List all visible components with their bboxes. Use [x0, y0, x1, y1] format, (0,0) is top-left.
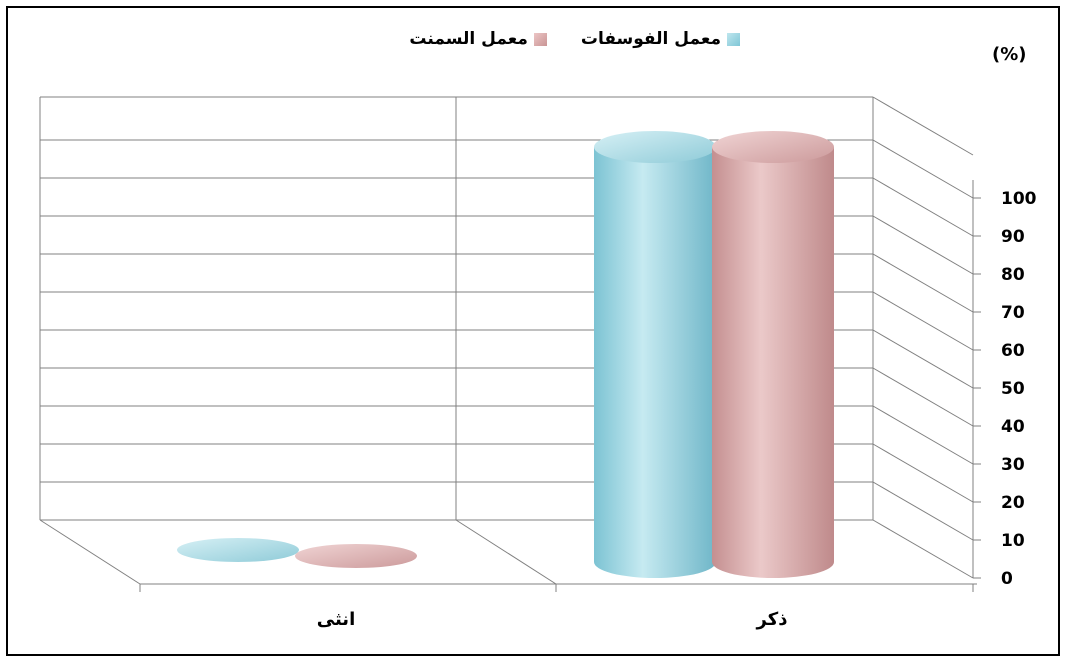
bar-phosphate — [177, 538, 299, 562]
side-gridline — [872, 405, 974, 465]
y-tick-label: 20 — [1001, 493, 1025, 513]
bar-top — [594, 131, 716, 163]
bar-disc — [295, 544, 417, 568]
side-gridline — [872, 443, 974, 503]
side-gridline — [872, 215, 974, 275]
y-tick-label: 30 — [1001, 455, 1025, 475]
legend-item-cement: معمل السمنت — [409, 29, 547, 49]
bar-cement — [712, 131, 834, 578]
x-category-label: ذكر — [756, 609, 788, 630]
side-gridline — [872, 291, 974, 351]
side-gridline — [872, 253, 974, 313]
bar-body — [594, 147, 716, 578]
bar-disc — [177, 538, 299, 562]
legend-item-phosphate: معمل الفوسفات — [581, 29, 740, 49]
legend-label-phosphate: معمل الفوسفات — [580, 29, 721, 49]
side-gridline — [872, 481, 974, 541]
floor-divider — [455, 519, 557, 585]
y-axis-unit: (%) — [992, 44, 1027, 65]
side-gridline — [872, 139, 974, 199]
floor-left-edge — [39, 519, 141, 585]
legend-swatch-phosphate — [727, 32, 740, 46]
bar-cement — [295, 544, 417, 568]
y-tick-label: 60 — [1001, 341, 1025, 361]
y-tick-label: 50 — [1001, 379, 1025, 399]
bar-top — [712, 131, 834, 163]
y-tick-label: 10 — [1001, 531, 1025, 551]
side-gridline — [872, 329, 974, 389]
side-gridline — [872, 519, 974, 579]
side-gridline — [872, 177, 974, 237]
y-tick-label: 70 — [1001, 303, 1025, 323]
side-wall-top — [872, 96, 974, 156]
y-tick-label: 100 — [1001, 189, 1037, 209]
legend-label-cement: معمل السمنت — [409, 29, 528, 49]
legend: معمل الفوسفات معمل السمنت — [340, 24, 740, 54]
side-gridline — [872, 367, 974, 427]
legend-swatch-cement — [533, 32, 547, 46]
y-tick-label: 40 — [1001, 417, 1025, 437]
y-tick-label: 0 — [1001, 569, 1013, 589]
y-tick-label: 90 — [1001, 227, 1025, 247]
bar-body — [712, 147, 834, 578]
bar-phosphate — [594, 131, 716, 578]
y-tick-label: 80 — [1001, 265, 1025, 285]
x-category-label: انثى — [317, 609, 356, 630]
